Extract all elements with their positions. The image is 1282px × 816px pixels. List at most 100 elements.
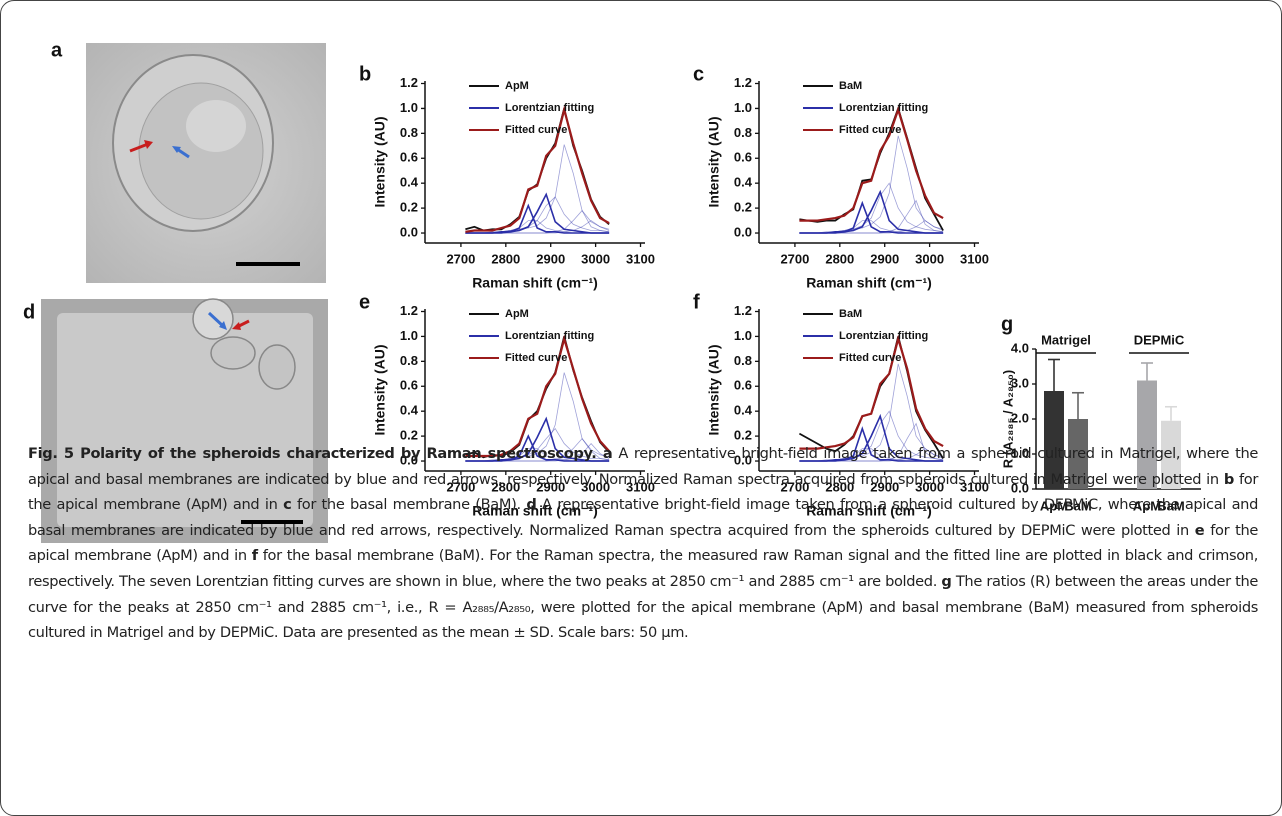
x-tick-label: 3100 <box>626 251 655 266</box>
y-tick-label: 0.8 <box>734 353 752 368</box>
caption-text: d <box>526 496 537 514</box>
lorentzian-curve <box>465 203 610 234</box>
y-tick-label: 0.6 <box>734 378 752 393</box>
x-tick-label: 2900 <box>536 479 565 494</box>
y-tick-label: 0.0 <box>734 452 752 467</box>
lorentzian-curve <box>799 199 944 234</box>
spectrum-line <box>465 334 610 458</box>
x-tick-label: 3100 <box>960 251 989 266</box>
lorentzian-curve <box>465 220 610 234</box>
lorentzian-curve <box>799 448 944 462</box>
x-tick-label: 2800 <box>825 479 854 494</box>
figure-panels: a d b 0.0 0.2 0.4 0.6 0.8 1.0 1.2 2700 2800 2900 30… <box>23 39 1201 543</box>
legend-label: Lorentzian fitting <box>505 102 594 114</box>
legend-label: Fitted curve <box>505 352 567 364</box>
lorentzian-curve <box>799 220 944 234</box>
x-tick-label: 2900 <box>870 251 899 266</box>
spectrum-line <box>799 106 944 222</box>
caption-text: A representative bright-field image take… <box>28 445 1258 488</box>
lorentzian-curve <box>799 135 944 234</box>
y-tick-label: 0.2 <box>400 200 418 215</box>
lorentzian-curve <box>465 220 610 234</box>
spectrum-line <box>465 105 610 233</box>
caption-text: b <box>1223 470 1234 488</box>
y-tick-label: 1.2 <box>400 75 418 90</box>
y-tick-label: 0.0 <box>1011 480 1029 495</box>
x-tick-label: 3000 <box>581 479 610 494</box>
caption-text: A representative bright-field image take… <box>28 496 1258 539</box>
panel-label: a <box>51 39 63 61</box>
y-tick-label: 0.4 <box>734 175 753 190</box>
caption-text: for the basal membrane (BaM). <box>291 496 527 514</box>
lorentzian-curve <box>799 422 944 462</box>
y-tick-label: 0.4 <box>734 403 753 418</box>
legend-label: Fitted curve <box>505 124 567 136</box>
y-tick-label: 0.6 <box>734 150 752 165</box>
x-tick-label: 2700 <box>780 479 809 494</box>
y-tick-label: 1.0 <box>400 100 418 115</box>
x-tick-label: 2700 <box>780 251 809 266</box>
y-tick-label: 4.0 <box>1011 340 1029 355</box>
y-tick-label: 1.2 <box>734 75 752 90</box>
group-label: DEPMiC <box>1134 332 1185 347</box>
y-tick-label: 1.2 <box>734 303 752 318</box>
lorentzian-curve <box>465 144 610 234</box>
y-tick-label: 0.8 <box>400 353 418 368</box>
legend-label: Lorentzian fitting <box>839 102 928 114</box>
y-axis-label: R (A₂₈₈₅ / A₂₈₅₀) <box>1000 370 1015 468</box>
spectrum-line <box>799 334 944 450</box>
caption-text: The ratios (R) between the areas under t… <box>28 572 1258 642</box>
bar <box>1044 391 1064 489</box>
lorentzian-curve <box>465 209 610 234</box>
y-tick-label: 0.0 <box>400 224 418 239</box>
x-tick-label: 3100 <box>960 479 989 494</box>
x-tick-label: 3100 <box>626 479 655 494</box>
y-tick-label: 0.0 <box>734 224 752 239</box>
lorentzian-curve <box>799 182 944 234</box>
x-tick-label: 2800 <box>491 479 520 494</box>
caption-text: for the apical membrane (ApM) and in <box>28 470 1258 514</box>
caption-text: for the basal membrane (BaM). For the Ra… <box>28 547 1258 590</box>
lorentzian-curve <box>465 196 610 234</box>
caption-text: f <box>251 547 258 565</box>
x-tick-label: 2900 <box>536 251 565 266</box>
figure-caption: Fig. 5 Polarity of the spheroids charact… <box>28 441 1258 646</box>
caption-text: c <box>283 496 292 514</box>
lorentzian-curve <box>465 416 610 462</box>
x-axis-label: Raman shift (cm⁻¹) <box>472 503 598 519</box>
x-tick-label: 3000 <box>915 251 944 266</box>
group-label: Matrigel <box>1041 332 1091 347</box>
lorentzian-curve <box>799 413 944 462</box>
lorentzian-curve <box>799 220 944 234</box>
legend-label: Lorentzian fitting <box>505 330 594 342</box>
lorentzian-curve <box>799 189 944 234</box>
y-tick-label: 0.0 <box>400 452 418 467</box>
y-axis-label: Intensity (AU) <box>372 345 388 436</box>
y-tick-label: 0.2 <box>734 200 752 215</box>
x-tick-label: 2700 <box>446 479 475 494</box>
x-tick-label: 2700 <box>446 251 475 266</box>
x-axis-label: Raman shift (cm⁻¹) <box>806 503 932 519</box>
y-axis-label: Intensity (AU) <box>706 345 722 436</box>
x-tick-label: BaM <box>1064 498 1091 513</box>
y-tick-label: 3.0 <box>1011 375 1029 390</box>
panel-label: f <box>693 291 700 313</box>
y-tick-label: 0.6 <box>400 378 418 393</box>
x-tick-label: 3000 <box>915 479 944 494</box>
x-tick-label: 2900 <box>870 479 899 494</box>
x-tick-label: ApM <box>1133 498 1161 513</box>
y-axis-label: Intensity (AU) <box>706 117 722 208</box>
y-tick-label: 0.2 <box>734 428 752 443</box>
y-tick-label: 0.6 <box>400 150 418 165</box>
x-tick-label: 2800 <box>491 251 520 266</box>
legend-label: BaM <box>839 80 862 92</box>
caption-text: a <box>596 445 613 462</box>
legend-label: Fitted curve <box>839 124 901 136</box>
lorentzian-curve <box>465 448 610 462</box>
y-axis-label: Intensity (AU) <box>372 117 388 208</box>
legend-label: Lorentzian fitting <box>839 330 928 342</box>
panel-label: e <box>359 291 370 313</box>
bright-field-image-a <box>86 43 326 283</box>
caption-text: Fig. 5 Polarity of the spheroids charact… <box>28 445 597 462</box>
x-tick-label: 2800 <box>825 251 854 266</box>
